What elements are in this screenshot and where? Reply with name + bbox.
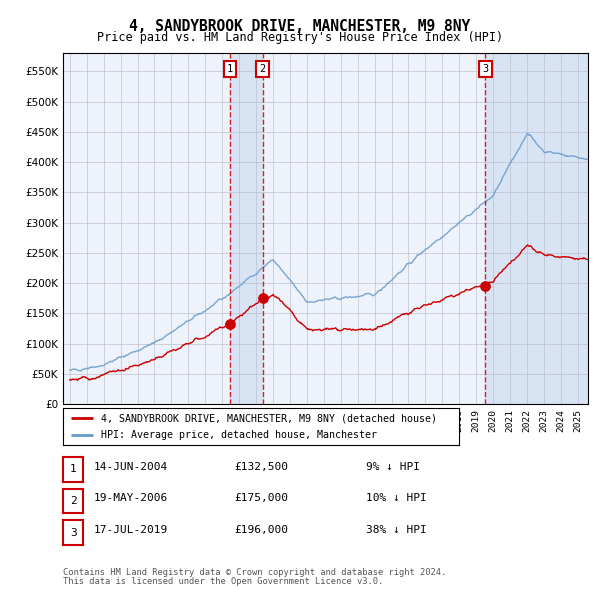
Point: [258, 293, 268, 303]
Text: HPI: Average price, detached house, Manchester: HPI: Average price, detached house, Manc…: [101, 431, 377, 440]
Text: This data is licensed under the Open Government Licence v3.0.: This data is licensed under the Open Gov…: [63, 577, 383, 586]
Text: Price paid vs. HM Land Registry's House Price Index (HPI): Price paid vs. HM Land Registry's House …: [97, 31, 503, 44]
Text: 17-JUL-2019: 17-JUL-2019: [94, 525, 169, 535]
Bar: [230, 53, 262, 404]
Bar: [485, 53, 588, 404]
Text: 3: 3: [70, 528, 77, 538]
Point: [225, 319, 235, 329]
Point: [481, 281, 490, 290]
Text: 10% ↓ HPI: 10% ↓ HPI: [366, 493, 427, 503]
Text: 19-MAY-2006: 19-MAY-2006: [94, 493, 169, 503]
Text: 3: 3: [482, 64, 488, 74]
Text: £132,500: £132,500: [234, 461, 288, 471]
Text: £196,000: £196,000: [234, 525, 288, 535]
Text: 1: 1: [70, 464, 77, 474]
Text: 14-JUN-2004: 14-JUN-2004: [94, 461, 169, 471]
Text: 4, SANDYBROOK DRIVE, MANCHESTER, M9 8NY: 4, SANDYBROOK DRIVE, MANCHESTER, M9 8NY: [130, 19, 470, 34]
Text: 2: 2: [70, 496, 77, 506]
Text: 4, SANDYBROOK DRIVE, MANCHESTER, M9 8NY (detached house): 4, SANDYBROOK DRIVE, MANCHESTER, M9 8NY …: [101, 414, 437, 423]
Text: 1: 1: [227, 64, 233, 74]
Text: £175,000: £175,000: [234, 493, 288, 503]
Text: 38% ↓ HPI: 38% ↓ HPI: [366, 525, 427, 535]
Text: 2: 2: [259, 64, 266, 74]
Text: Contains HM Land Registry data © Crown copyright and database right 2024.: Contains HM Land Registry data © Crown c…: [63, 568, 446, 577]
Text: 9% ↓ HPI: 9% ↓ HPI: [366, 461, 420, 471]
